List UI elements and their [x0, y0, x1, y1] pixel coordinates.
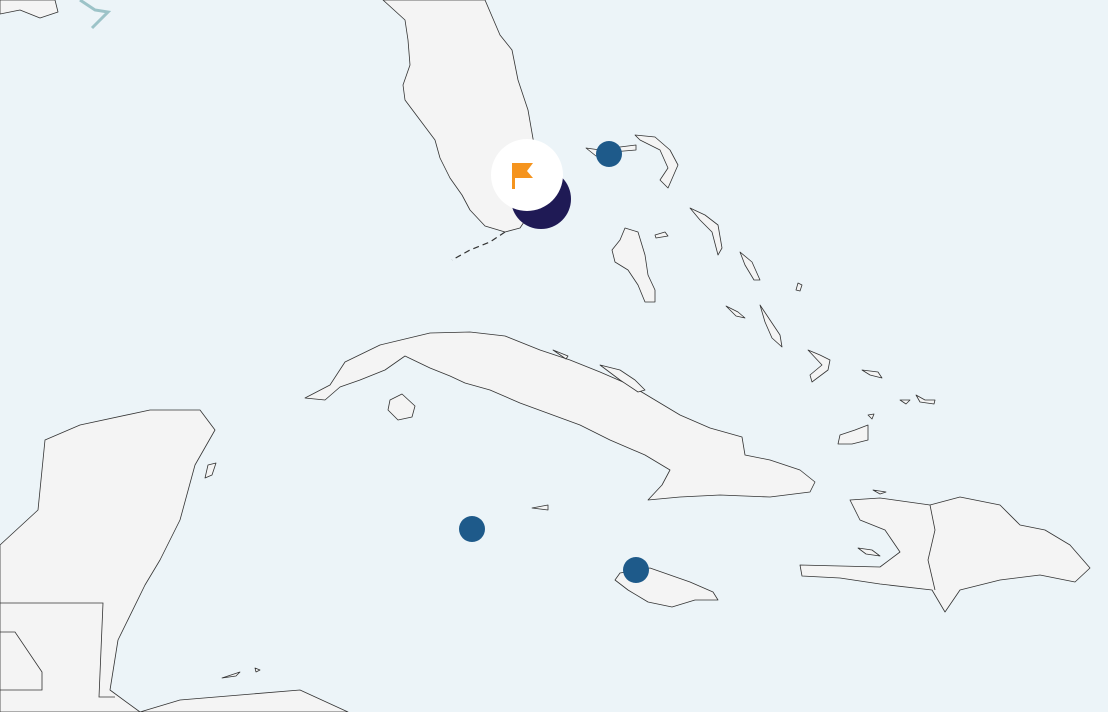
tortuga [872, 489, 887, 495]
abaco [634, 134, 679, 189]
border [0, 631, 43, 691]
marker[interactable] [596, 141, 622, 167]
acklins [807, 349, 831, 383]
island [725, 305, 746, 319]
island [654, 231, 669, 239]
border [927, 504, 936, 591]
inagua [837, 424, 869, 445]
island [795, 282, 803, 292]
marker[interactable] [459, 516, 485, 542]
island [867, 413, 875, 420]
border [0, 602, 115, 698]
island [221, 667, 261, 679]
caicos [899, 394, 936, 405]
andros [611, 227, 656, 303]
island [861, 369, 883, 379]
eleuthera [689, 207, 723, 256]
island [0, 0, 59, 19]
cays [552, 349, 646, 393]
cuba [304, 331, 816, 501]
honduras [139, 689, 349, 712]
reef [79, 0, 112, 30]
cayman [531, 504, 549, 511]
isla-de-la-juventud [387, 393, 416, 421]
long-island [759, 304, 783, 348]
yucatan [0, 409, 216, 712]
exuma [739, 251, 761, 281]
marker[interactable] [623, 557, 649, 583]
flag-icon [512, 163, 533, 189]
cozumel [204, 462, 217, 479]
gonave [857, 547, 881, 557]
hispaniola [799, 496, 1091, 613]
